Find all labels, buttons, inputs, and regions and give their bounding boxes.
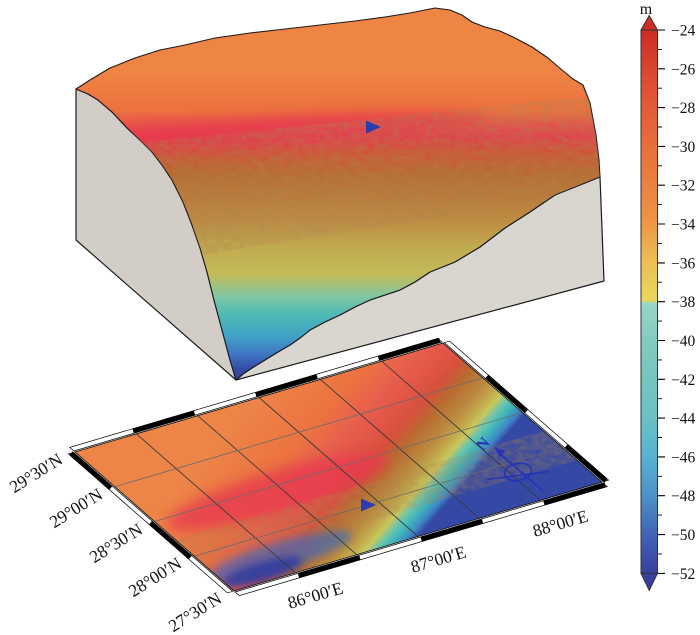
colorbar-tick-label: −40 bbox=[671, 333, 695, 350]
surface-3d-overlays bbox=[76, 95, 600, 270]
frame-dashes-east bbox=[445, 339, 608, 483]
block-3d bbox=[75, 7, 605, 381]
compass-arrowhead-icon bbox=[494, 447, 505, 458]
colorbar-tick-label: −44 bbox=[671, 411, 695, 428]
lon-label: 86°00′E bbox=[285, 578, 345, 613]
colorbar-tick-label: −34 bbox=[671, 217, 695, 234]
lon-label: 87°00′E bbox=[408, 542, 468, 577]
compass-ew-line bbox=[486, 470, 550, 481]
lon-label: 88°00′E bbox=[530, 506, 590, 541]
compass-circle-icon bbox=[503, 462, 533, 482]
colorbar-tick-label: −28 bbox=[671, 100, 695, 117]
colorbar-tick-label: −42 bbox=[671, 372, 695, 389]
lat-label: 27°30′N bbox=[165, 588, 225, 635]
frame-dashes-west bbox=[69, 451, 232, 595]
map-outline bbox=[74, 342, 603, 592]
colorbar-tick-label: −30 bbox=[671, 139, 695, 156]
lat-label: 28°00′N bbox=[125, 553, 185, 601]
colorbar-tick-label: −46 bbox=[671, 449, 695, 466]
colorbar-tick-labels: −24 −26 −28 −30 −32 −34 −36 −38 −40 −42 … bbox=[671, 23, 695, 583]
colorbar-tick-label: −24 bbox=[671, 23, 695, 40]
map-indigo-minimum bbox=[221, 556, 303, 588]
lat-label: 29°00′N bbox=[46, 484, 106, 532]
map-ridge-red-blob bbox=[167, 453, 389, 531]
surface-relief-texture bbox=[76, 95, 600, 270]
compass-shaft bbox=[498, 452, 544, 492]
graticule-latitude-lines bbox=[114, 377, 563, 557]
colorbar-major-ticks bbox=[658, 29, 665, 574]
map-frame bbox=[67, 337, 610, 597]
lat-label: 28°30′N bbox=[86, 519, 146, 567]
colorbar-tick-label: −32 bbox=[671, 178, 695, 195]
colorbar-tick-label: −48 bbox=[671, 488, 695, 505]
colorbar-title: m bbox=[640, 1, 653, 18]
colorbar-tick-label: −26 bbox=[671, 61, 695, 78]
colorbar-tick-label: −38 bbox=[671, 294, 695, 311]
peak-marker-map bbox=[361, 498, 376, 512]
lat-label: 29°30′N bbox=[6, 449, 66, 497]
colorbar: m −24 −26 −28 −30 −32 −34 −36 −38 −40 −4… bbox=[640, 1, 695, 592]
planform-map: 29°30′N 29°00′N 28°30′N 28°00′N 27°30′N … bbox=[6, 337, 610, 635]
colorbar-tick-label: −36 bbox=[671, 255, 695, 272]
colorbar-tick-label: −50 bbox=[671, 527, 695, 544]
colorbar-minor-ticks bbox=[658, 48, 662, 555]
peak-marker-3d bbox=[366, 120, 381, 134]
colorbar-bar bbox=[640, 29, 658, 574]
colorbar-tick-label: −52 bbox=[671, 566, 695, 583]
colorbar-arrow-bottom bbox=[640, 572, 659, 592]
